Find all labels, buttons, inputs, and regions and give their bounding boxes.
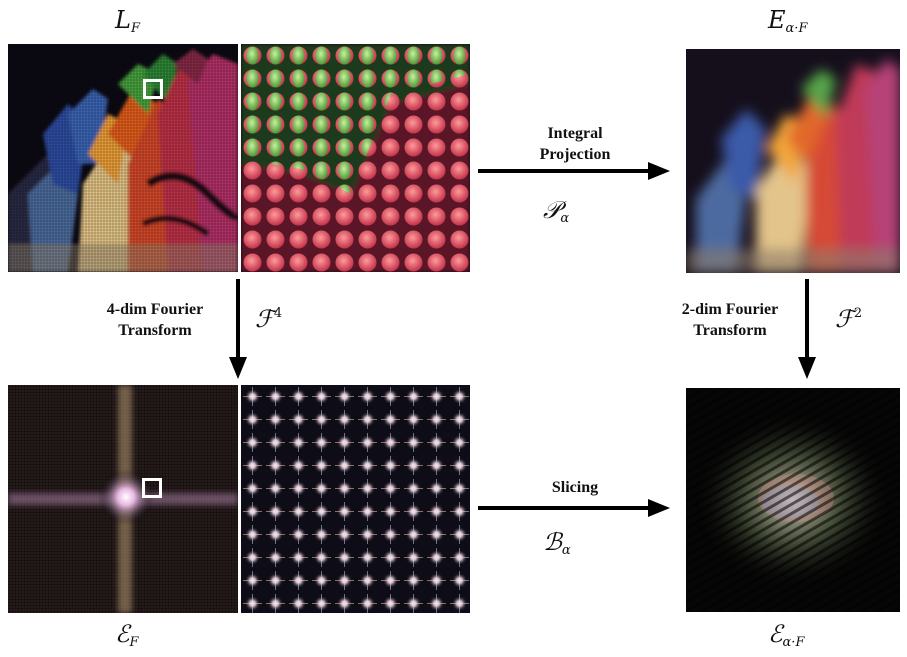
fourier-4d-label: 4-dim Fourier Transform (106, 301, 204, 339)
spectrum-zoom-image (241, 385, 470, 613)
light-field-image (8, 44, 238, 272)
slicing-arrow (478, 499, 670, 517)
projection-operator-symbol: 𝒫α (543, 196, 570, 226)
fourier-2d-operator-symbol: ℱ2 (835, 305, 863, 333)
fourier-4d-arrow (229, 279, 247, 379)
selection-box-bottom (142, 478, 162, 498)
symbol-light-field: LF (115, 6, 140, 36)
integral-projection-arrow (478, 162, 670, 180)
refocused-photograph (686, 49, 900, 273)
fourier-2d-label: 2-dim Fourier Transform (681, 301, 779, 339)
symbol-spectrum-4d: ℰF (115, 620, 139, 650)
fourier-2d-arrow (798, 279, 816, 379)
symbol-photograph: Eα·F (768, 6, 808, 36)
symbol-spectrum-2d: ℰα·F (768, 620, 805, 650)
microlens-zoom-image (241, 44, 470, 272)
integral-projection-label: Integral Projection (539, 125, 611, 163)
selection-box-top (143, 79, 163, 99)
fourier-slice-2d (686, 388, 900, 612)
slicing-operator-symbol: ℬα (543, 528, 571, 558)
slicing-label: Slicing (551, 479, 599, 496)
fourier-spectrum-4d (8, 385, 238, 613)
fourier-4d-operator-symbol: ℱ4 (255, 305, 283, 333)
